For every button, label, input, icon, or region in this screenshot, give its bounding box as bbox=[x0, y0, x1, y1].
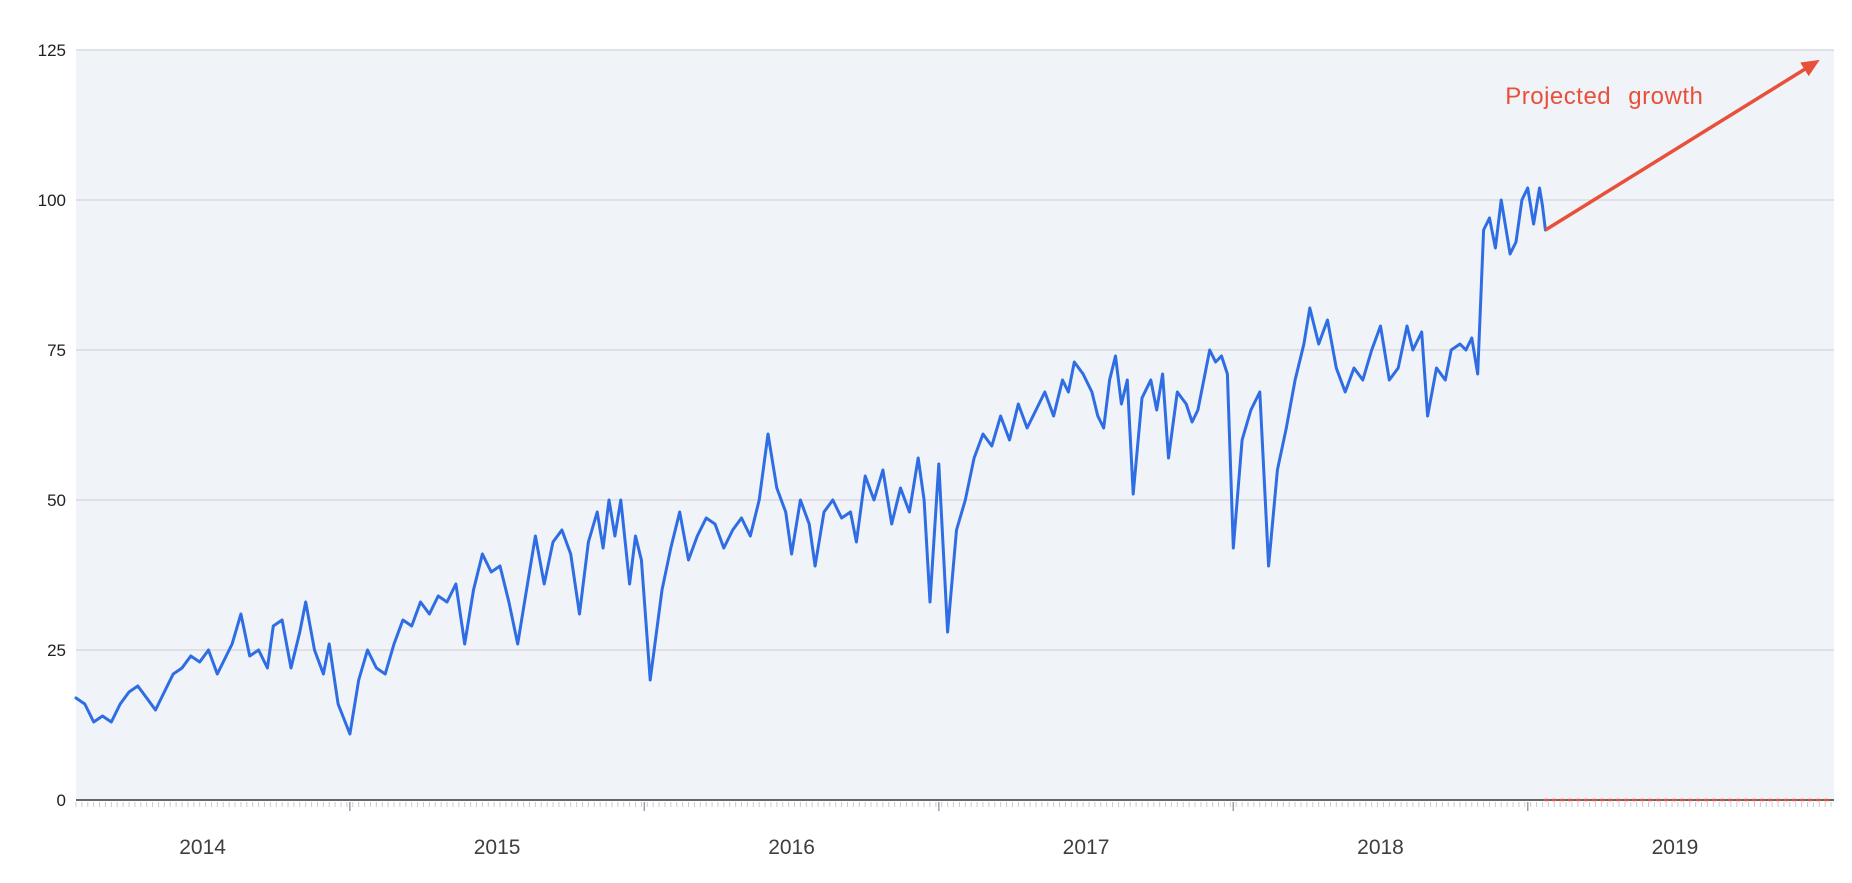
series-layer bbox=[74, 59, 1830, 802]
y-axis-label: 125 bbox=[38, 41, 66, 60]
x-axis-label: 2016 bbox=[768, 836, 815, 859]
plot-area bbox=[76, 50, 1834, 800]
y-axis-label: 0 bbox=[57, 791, 66, 810]
x-axis-label: 2017 bbox=[1063, 836, 1110, 859]
trend-line bbox=[74, 186, 1547, 736]
projection-arrow bbox=[1544, 59, 1820, 232]
x-axis-label: 2018 bbox=[1357, 836, 1404, 859]
y-axis-label: 100 bbox=[38, 191, 66, 210]
y-axis-label: 75 bbox=[47, 341, 66, 360]
x-axis-label: 2015 bbox=[474, 836, 521, 859]
x-axis-label: 2014 bbox=[179, 836, 226, 859]
axes-layer: 0 25 50 75 100 125 2014 2015 2016 2017 2018 2019 bbox=[38, 41, 1834, 859]
y-axis-label: 50 bbox=[47, 491, 66, 510]
plot-background-layer bbox=[76, 50, 1834, 800]
x-axis-label: 2019 bbox=[1652, 836, 1699, 859]
y-axis-label: 25 bbox=[47, 641, 66, 660]
projected-growth-label: Projected growth bbox=[1505, 83, 1703, 110]
